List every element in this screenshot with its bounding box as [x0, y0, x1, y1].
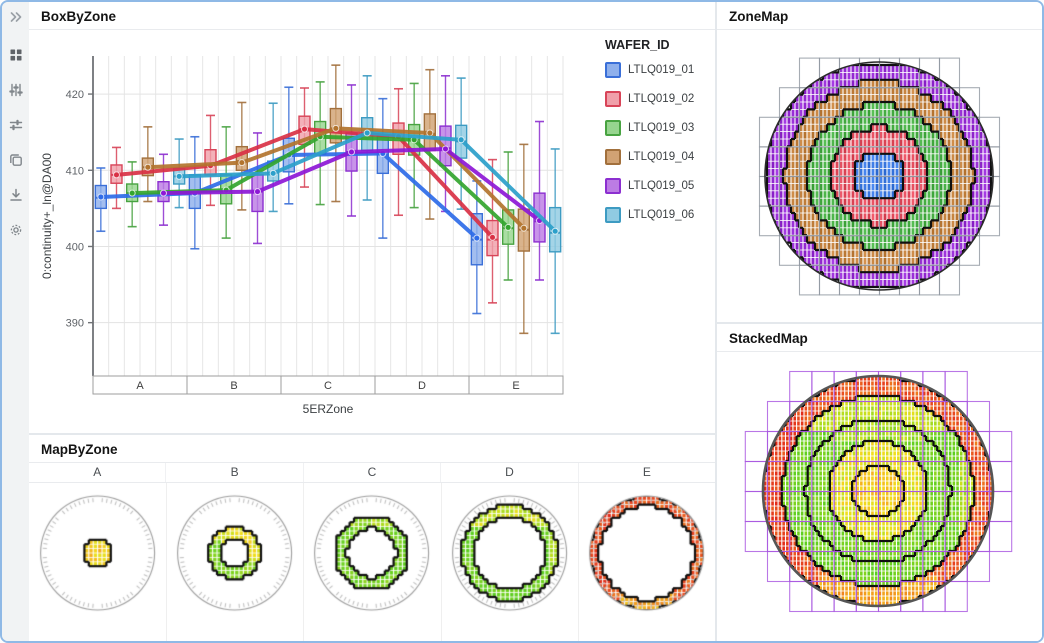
legend-swatch: [605, 178, 621, 194]
svg-text:E: E: [512, 380, 519, 392]
panel-title-zone-map: ZoneMap: [717, 2, 1042, 30]
gear-icon: [10, 224, 21, 236]
svg-text:390: 390: [66, 318, 84, 330]
zone-axis-band: A B C D E: [92, 375, 564, 395]
gridlines: [92, 56, 564, 376]
legend-item[interactable]: LTLQ019_06: [605, 207, 713, 223]
dashboard-content: BoxByZone 390 400 410 420 A B C D E 0:continuity…: [29, 2, 1042, 641]
panel-title-box-by-zone: BoxByZone: [29, 2, 715, 30]
settings-button[interactable]: [5, 219, 27, 241]
svg-text:B: B: [230, 380, 237, 392]
panel-stacked-map: StackedMap: [717, 324, 1042, 641]
zone-map-canvas[interactable]: [717, 30, 1042, 322]
svg-text:A: A: [136, 380, 144, 392]
legend-item[interactable]: LTLQ019_04: [605, 149, 713, 165]
svg-text:420: 420: [66, 89, 84, 101]
legend-title: WAFER_ID: [605, 38, 670, 52]
legend-swatch: [605, 207, 621, 223]
legend: WAFER_ID LTLQ019_01 LTLQ019_02 LTLQ019_03 L…: [605, 38, 713, 236]
legend-label: LTLQ019_06: [628, 209, 695, 221]
legend-item[interactable]: LTLQ019_03: [605, 120, 713, 136]
panel-box-by-zone: BoxByZone 390 400 410 420 A B C D E 0:continuity…: [29, 2, 715, 433]
boxplot-chart[interactable]: 390 400 410 420 A B C D E: [29, 30, 715, 433]
tune-settings-button[interactable]: [5, 114, 27, 136]
svg-text:C: C: [324, 380, 332, 392]
zone-column-label-E: E: [642, 465, 651, 479]
legend-label: LTLQ019_04: [628, 151, 695, 163]
mean-trend-lines: [97, 124, 559, 242]
legend-label: LTLQ019_01: [628, 64, 695, 76]
legend-label: LTLQ019_02: [628, 93, 695, 105]
y-axis: 390 400 410 420: [66, 56, 94, 376]
sliders-vertical-icon: [8, 83, 23, 97]
svg-text:D: D: [418, 380, 426, 392]
zone-column-label-B: B: [166, 463, 304, 482]
zone-column-label-D: D: [441, 463, 579, 482]
filter-sliders-button[interactable]: [5, 79, 27, 101]
legend-swatch: [605, 120, 621, 136]
legend-swatch: [605, 91, 621, 107]
map-by-zone-canvas[interactable]: [29, 483, 715, 641]
legend-label: LTLQ019_05: [628, 180, 695, 192]
y-axis-label: 0:continuity+_ln@DA00: [40, 153, 54, 279]
panel-title-stacked-map: StackedMap: [717, 324, 1042, 352]
svg-text:410: 410: [66, 165, 84, 177]
zone-column-label-C: C: [304, 463, 442, 482]
boxplot-area: 390 400 410 420 A B C D E 0:continuity+_ln@DA00 …: [29, 30, 715, 433]
legend-label: LTLQ019_03: [628, 122, 695, 134]
legend-item[interactable]: LTLQ019_01: [605, 62, 713, 78]
legend-swatch: [605, 149, 621, 165]
panel-title-map-by-zone: MapByZone: [29, 435, 715, 463]
download-button[interactable]: [5, 184, 27, 206]
expand-panel-button[interactable]: [5, 6, 27, 28]
panel-zone-map: ZoneMap: [717, 2, 1042, 322]
legend-swatch: [605, 62, 621, 78]
grid-icon: [10, 49, 21, 61]
sliders-horizontal-icon: [9, 119, 22, 131]
legend-item[interactable]: LTLQ019_02: [605, 91, 713, 107]
x-axis-label: 5ERZone: [302, 402, 354, 416]
left-toolbar: [2, 2, 29, 641]
stacked-map-canvas[interactable]: [717, 352, 1042, 641]
legend-item[interactable]: LTLQ019_05: [605, 178, 713, 194]
copy-icon: [9, 154, 22, 166]
zone-column-label-A: A: [29, 463, 167, 482]
dashboard-grid-button[interactable]: [5, 44, 27, 66]
download-icon: [9, 188, 22, 201]
copy-view-button[interactable]: [5, 149, 27, 171]
double-chevron-right-icon: [10, 12, 21, 22]
svg-text:400: 400: [66, 241, 84, 253]
